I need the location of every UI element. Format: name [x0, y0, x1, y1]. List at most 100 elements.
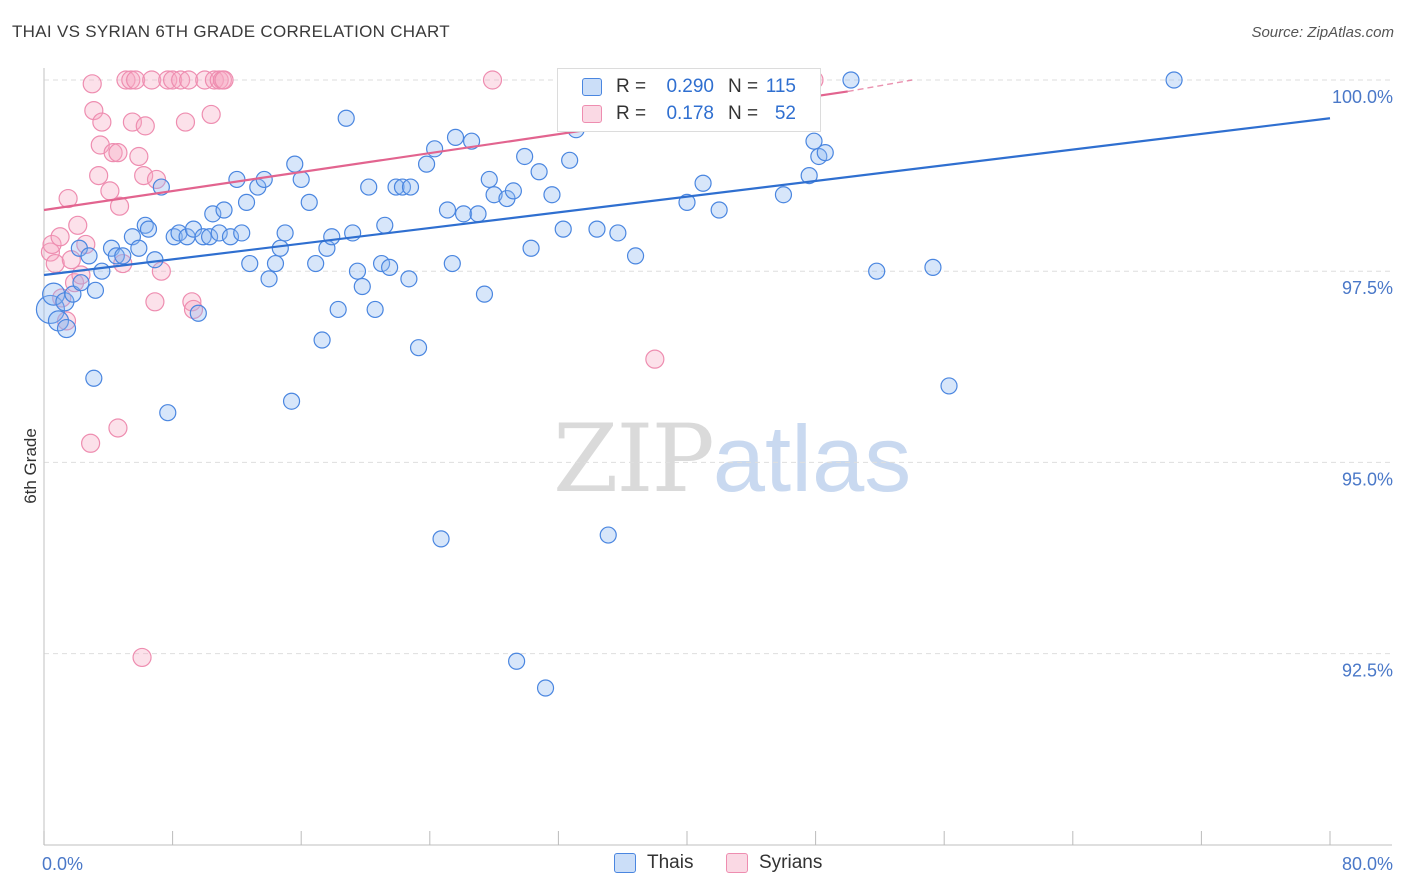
y-tick-label: 92.5%: [1342, 661, 1393, 681]
syrian-point: [81, 433, 101, 453]
thai-point: [337, 109, 355, 127]
thai-point: [842, 71, 860, 89]
thai-point: [504, 182, 522, 200]
source-label: Source: ZipAtlas.com: [1251, 24, 1394, 41]
thai-point: [480, 170, 498, 189]
syrian-point: [103, 143, 123, 163]
thai-point: [462, 132, 481, 150]
thai-point: [400, 270, 418, 288]
legend-n-label: N =: [728, 76, 759, 97]
series-legend: Thais Syrians: [0, 852, 1406, 878]
thai-point: [348, 262, 367, 280]
thai-point: [210, 224, 228, 242]
y-axis-label: 6th Grade: [21, 428, 40, 504]
thai-point: [475, 285, 494, 303]
legend-n-value: 52: [774, 103, 796, 124]
thai-point: [626, 247, 645, 265]
syrian-point: [214, 70, 234, 90]
syrian-point: [163, 70, 183, 90]
thai-point: [409, 339, 428, 357]
legend-row-syrian: R = 0.178 N = 52: [558, 99, 820, 129]
thai-point: [376, 216, 394, 234]
thai-point: [536, 679, 555, 697]
thai-point: [159, 404, 177, 422]
syrian-trend-extension: [847, 79, 913, 93]
thai-point: [241, 254, 259, 273]
thai-point: [139, 220, 158, 238]
thai-point: [516, 147, 534, 166]
legend-row-thai: R = 0.290 N = 115: [558, 72, 820, 102]
syrian-point: [122, 112, 143, 132]
syrian-point: [42, 234, 62, 255]
thai-point: [940, 377, 958, 395]
thai-point: [454, 205, 473, 223]
thai-point: [530, 163, 548, 181]
thai-point: [599, 526, 617, 544]
thai-point: [85, 369, 103, 387]
syrian-point: [182, 292, 202, 312]
thai-point: [276, 224, 294, 242]
syrian-point: [108, 143, 128, 163]
thai-point: [56, 318, 77, 339]
syrian-point: [89, 166, 109, 186]
thai-point: [554, 220, 572, 238]
syrian-point: [45, 253, 65, 274]
syrian-point: [121, 70, 141, 90]
thai-swatch: [614, 853, 636, 873]
thai-point: [710, 201, 728, 219]
thai-point: [485, 186, 503, 204]
x-tick-label: 80.0%: [1342, 854, 1393, 874]
syrian-point: [92, 112, 112, 132]
thai-point: [228, 170, 246, 189]
thai-points: [35, 71, 1183, 697]
thai-point: [800, 167, 818, 185]
thai-point: [271, 239, 289, 257]
thai-point: [372, 254, 391, 273]
syrian-point: [134, 166, 154, 186]
thai-point: [300, 193, 318, 211]
thai-point: [107, 247, 125, 265]
thai-point: [805, 132, 823, 150]
thai-point: [329, 300, 347, 319]
thai-point: [508, 652, 526, 670]
thai-point: [609, 224, 627, 242]
thai-point: [443, 254, 461, 273]
syrian-point: [40, 242, 61, 262]
thai-point: [130, 239, 148, 257]
syrian-point: [645, 349, 665, 369]
thai-point: [189, 304, 207, 322]
thai-point: [387, 178, 405, 196]
thai-point: [237, 193, 256, 211]
thai-point: [694, 174, 712, 192]
syrian-point: [108, 418, 128, 438]
thai-point: [868, 262, 886, 280]
legend-r-label: R =: [616, 76, 647, 97]
tick-labels: 100.0% 97.5% 95.0% 92.5% 0.0% 80.0%: [42, 87, 1393, 874]
stats-legend: R = 0.290 N = 115 R = 0.178 N = 52: [557, 68, 821, 132]
grid-lines: [44, 79, 1392, 655]
thai-point: [260, 270, 278, 288]
thai-point: [543, 186, 561, 204]
syrian-point: [171, 70, 191, 90]
legend-label-syrians: Syrians: [759, 852, 823, 873]
syrian-point: [135, 116, 155, 136]
thai-point: [215, 201, 233, 219]
thai-point: [282, 392, 301, 410]
legend-r-value: 0.178: [666, 103, 714, 124]
thai-point: [86, 281, 105, 299]
syrian-point: [109, 196, 130, 216]
thai-swatch: [582, 78, 602, 96]
thai-point: [924, 258, 942, 276]
thai-point: [200, 228, 219, 246]
x-tick-label: 0.0%: [42, 854, 83, 874]
syrian-point: [145, 292, 165, 312]
legend-n-label: N =: [728, 103, 759, 124]
syrian-point: [50, 227, 70, 247]
thai-point: [417, 155, 436, 173]
syrian-point: [482, 70, 503, 90]
thai-point: [446, 128, 465, 146]
thai-point: [353, 277, 371, 296]
thai-point: [522, 239, 540, 257]
syrian-point: [142, 70, 162, 90]
